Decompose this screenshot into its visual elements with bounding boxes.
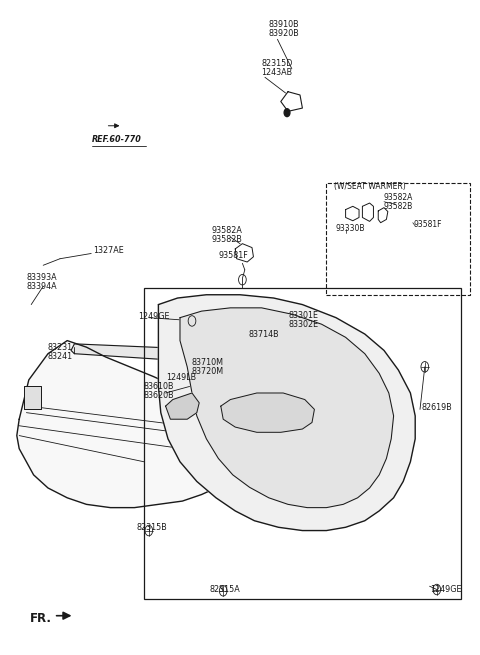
Text: 93582B: 93582B bbox=[384, 202, 413, 212]
Text: 82619B: 82619B bbox=[421, 403, 452, 412]
Polygon shape bbox=[221, 393, 314, 432]
Text: 93582B: 93582B bbox=[211, 235, 242, 244]
Text: (W/SEAT WARMER): (W/SEAT WARMER) bbox=[334, 182, 405, 191]
Text: 82315D: 82315D bbox=[262, 59, 293, 68]
Text: 83231: 83231 bbox=[47, 343, 72, 352]
Text: 1327AE: 1327AE bbox=[94, 246, 124, 255]
Text: 93581F: 93581F bbox=[218, 251, 248, 260]
Text: 83714B: 83714B bbox=[248, 329, 279, 339]
Text: 83620B: 83620B bbox=[144, 391, 175, 400]
Text: 83610B: 83610B bbox=[144, 382, 175, 391]
Polygon shape bbox=[71, 344, 230, 364]
Polygon shape bbox=[180, 308, 394, 508]
Text: 93581F: 93581F bbox=[414, 219, 442, 229]
Text: 1249LB: 1249LB bbox=[167, 373, 197, 383]
Text: 83710M: 83710M bbox=[191, 358, 223, 367]
Text: 82315B: 82315B bbox=[137, 523, 168, 532]
Polygon shape bbox=[158, 295, 415, 531]
Text: 83393A: 83393A bbox=[27, 272, 58, 282]
Text: 93582A: 93582A bbox=[211, 226, 242, 235]
Text: 83910B: 83910B bbox=[269, 20, 300, 29]
Text: 1243AB: 1243AB bbox=[262, 68, 293, 77]
Bar bbox=[144, 288, 461, 599]
Polygon shape bbox=[17, 341, 242, 508]
Text: FR.: FR. bbox=[30, 612, 52, 626]
Text: 1249GE: 1249GE bbox=[430, 585, 462, 594]
Text: 83394A: 83394A bbox=[27, 282, 58, 291]
Text: 83720M: 83720M bbox=[191, 367, 223, 376]
Text: 83301E: 83301E bbox=[289, 311, 319, 320]
Polygon shape bbox=[166, 393, 199, 419]
Text: 93330B: 93330B bbox=[336, 224, 365, 233]
Text: 83920B: 83920B bbox=[269, 29, 300, 38]
Text: REF.60-770: REF.60-770 bbox=[92, 135, 142, 144]
Text: 93582A: 93582A bbox=[384, 193, 413, 202]
Circle shape bbox=[284, 109, 290, 117]
Text: 83302E: 83302E bbox=[289, 320, 319, 329]
Text: 82315A: 82315A bbox=[209, 585, 240, 594]
Text: 1249GE: 1249GE bbox=[138, 312, 169, 321]
Text: 83241: 83241 bbox=[47, 352, 72, 361]
Bar bbox=[326, 183, 470, 295]
Bar bbox=[24, 386, 41, 409]
